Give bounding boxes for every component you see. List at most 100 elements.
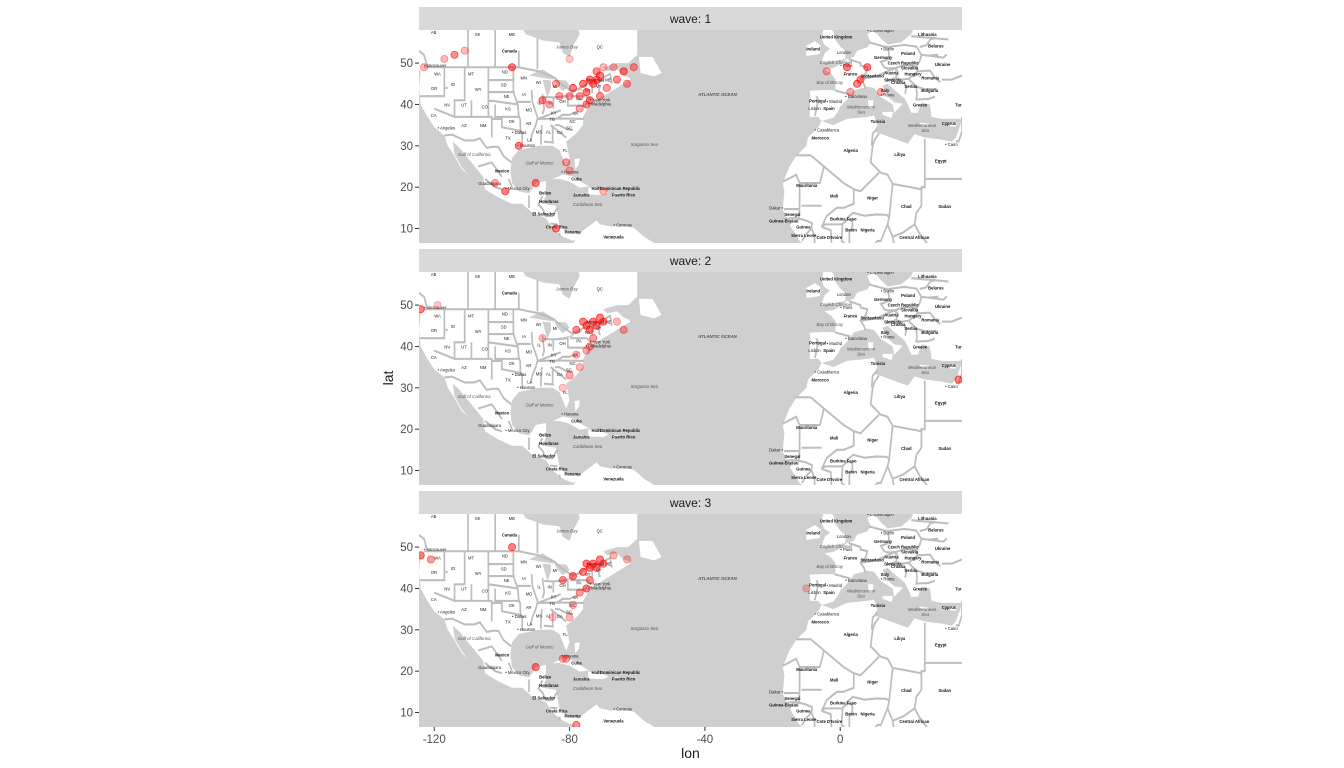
y-tick-label: 30 [400,141,413,153]
map-label: Sea [921,128,929,133]
map-label: Germany [874,55,893,60]
map-label: Greece [913,345,928,350]
map-label: El Salvador [532,453,555,458]
map-label: Romania [921,560,939,565]
map-label: Italy [881,88,890,93]
map-label: IL [537,342,541,347]
data-point [558,576,567,585]
map-label: • Philadelphia [585,585,611,590]
map-label: Caribbean Sea [573,444,603,449]
data-point [599,187,608,196]
data-point [419,305,425,314]
map-label: Portugal [809,98,826,103]
data-point [508,63,517,72]
map-label: Tunisia [871,361,886,366]
map-label: MB [509,274,515,279]
map-label: • Dallas [512,372,526,377]
map-label: Slovakia [901,307,919,312]
map-label: Libya [894,394,906,399]
map-label: ME [605,78,611,83]
map-label: Austria [884,312,899,317]
data-point [589,334,598,343]
map-label: IA [522,92,526,97]
data-point [514,141,523,150]
map-label: Ireland [806,289,820,294]
map-label: WY [475,87,482,92]
data-point [876,88,885,97]
y-tick-label: 30 [400,625,413,637]
map-label: Guinea-Bissau [769,218,799,223]
map-label: Caribbean Sea [573,202,603,207]
map-label: Lisbon [808,348,821,353]
data-point [599,317,608,326]
map-label: GA [557,614,563,619]
map-label: NC [570,361,576,366]
map-label: France [844,555,858,560]
map-label: Guinea [796,225,811,230]
data-point [575,92,584,101]
map-label: Sargasso Sea [630,626,658,631]
data-point [565,54,574,63]
map-label: • Barcelona [845,336,867,341]
map-label: Burkina Faso [830,458,857,463]
map-label: Sudan [938,688,951,693]
map-label: ATLANTIC OCEAN [697,576,738,581]
map-label: SC [566,125,572,130]
map-label: Austria [884,70,899,75]
map-label: KS [505,591,511,596]
map-label: Dakar • [769,689,783,694]
map-label: MI [553,568,558,573]
map-label: Ireland [806,47,820,52]
map-label: Nigeria [861,711,876,716]
map-label: Switzerland [861,74,885,79]
map-label: Morocco [811,136,829,141]
map-label: LA [527,622,532,627]
data-point [585,576,594,585]
map-label: WA [434,555,441,560]
map-label: Tunisia [871,603,886,608]
map-label: PA [576,580,581,585]
data-point [558,654,567,663]
data-point [582,88,591,97]
map-label: • Caracas [614,706,632,711]
map-label: Costa Rica [546,709,568,714]
map-label: SK [475,32,481,37]
map-label: WI [536,80,541,85]
map-label: FL [563,390,569,395]
map-label: • Houston [517,385,536,390]
map-label: Spain [823,348,835,353]
map-label: • Rome [881,577,895,582]
map-label: • Casablanca [814,369,839,374]
map-label: Benin [845,227,857,232]
map-label: TX [505,378,511,383]
facet-strip [419,491,962,514]
map-label: OK [509,119,515,124]
map-label: Greece [913,587,928,592]
map-label: Poland [901,51,915,56]
y-tick-label: 10 [400,466,413,478]
map-label: MS [536,371,542,376]
map-label: OK [509,361,515,366]
map-label: VA [573,111,578,116]
map-label: Tur [955,587,962,592]
map-background: ABSKMBONQCCanadaJames Bay• VancouverWAMT… [419,514,962,727]
map-label: NE [504,578,510,583]
map-label: Cote D'Ivoire [817,477,843,482]
y-tick-label: 50 [400,542,413,554]
map-label: MN [520,560,527,565]
map-label: Puerto Rico [612,193,636,198]
map-label: Guadalajara [478,181,501,186]
map-label: TX [505,136,511,141]
data-point [623,79,632,88]
map-label: Benin [845,711,857,716]
y-tick-label: 10 [400,708,413,720]
map-label: MT [468,71,474,76]
map-label: Belarus [928,527,944,532]
map-label: Bay of Biscay [817,564,844,569]
data-point [585,325,594,334]
map-label: Portugal [809,340,826,345]
map-label: Slovenia [884,320,902,325]
map-label: Cyprus [942,363,957,368]
map-label: France [844,71,858,76]
map-label: MT [468,313,474,318]
